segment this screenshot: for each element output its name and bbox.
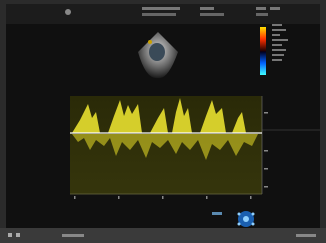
bottom-text bbox=[62, 234, 84, 237]
header-text bbox=[200, 7, 214, 10]
echo-chamber bbox=[149, 43, 165, 61]
header-text bbox=[256, 13, 268, 16]
header-text bbox=[270, 7, 280, 10]
header-text bbox=[256, 7, 266, 10]
logo bbox=[65, 9, 71, 15]
ultrasound-screen bbox=[0, 0, 326, 243]
control-icon[interactable] bbox=[238, 211, 255, 227]
page bbox=[0, 0, 326, 243]
bottom-icon[interactable] bbox=[16, 233, 20, 237]
bottom-bar bbox=[0, 228, 326, 243]
header-text bbox=[142, 7, 180, 10]
icon-label bbox=[212, 212, 222, 215]
bottom-text bbox=[296, 234, 316, 237]
bottom-icon[interactable] bbox=[8, 233, 12, 237]
header-text bbox=[142, 13, 176, 16]
sample-gate bbox=[148, 40, 152, 44]
color-scale bbox=[260, 27, 266, 75]
header-text bbox=[200, 13, 224, 16]
